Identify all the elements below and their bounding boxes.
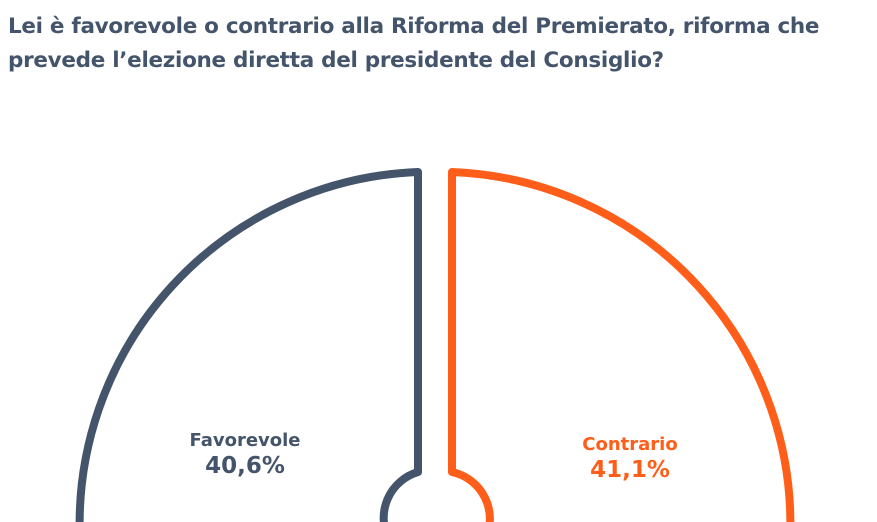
slice-value: 40,6% [205, 453, 285, 479]
slice-contrario [448, 168, 795, 522]
chart-title: Lei è favorevole o contrario alla Riform… [8, 14, 820, 73]
slice-label-favorevole: Favorevole 40,6% [160, 430, 330, 479]
slice-label-contrario: Contrario 41,1% [545, 434, 715, 483]
slice-name: Contrario [582, 434, 678, 455]
slice-name: Favorevole [189, 430, 301, 451]
slice-value: 41,1% [590, 457, 670, 483]
slice-favorevole [75, 168, 422, 522]
